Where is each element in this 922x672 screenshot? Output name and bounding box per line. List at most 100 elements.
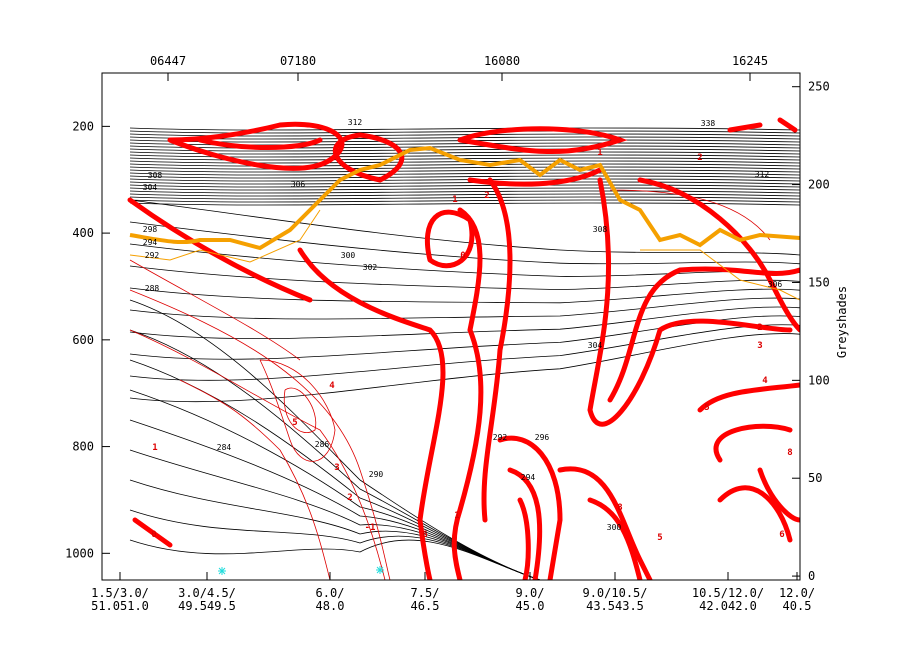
isentrope	[129, 181, 800, 185]
x-tick-label: 43.543.5	[586, 599, 644, 613]
isentrope	[129, 196, 800, 200]
isentrope-label: 298	[143, 225, 158, 234]
x-tick-label: 42.042.0	[699, 599, 757, 613]
isentrope	[129, 221, 800, 265]
isentrope-label: 290	[369, 470, 384, 479]
x-tick-label: 51.051.0	[91, 599, 149, 613]
station-markers	[218, 566, 384, 575]
station-label: 16080	[484, 54, 520, 68]
red-contour-label: 0	[460, 251, 465, 261]
isentrope	[129, 297, 800, 320]
isentrope-label: 312	[755, 170, 770, 179]
isentrope	[129, 148, 800, 152]
red-contour-label: 1	[452, 195, 457, 205]
isentrope	[129, 169, 800, 173]
isentrope	[129, 539, 541, 580]
isentrope	[129, 265, 800, 291]
red-contour-label: 5	[704, 403, 709, 413]
isentrope	[129, 202, 800, 206]
y2-axis-label: Greyshades	[835, 286, 849, 358]
isentrope	[129, 160, 800, 164]
red-contour-label: 1	[152, 443, 157, 453]
red-contour-label: 2	[484, 191, 489, 201]
isentrope	[129, 199, 800, 256]
isentrope-label: 296	[535, 433, 550, 442]
red-contour-label: 8	[787, 448, 792, 458]
isentrope	[129, 187, 800, 191]
red-contour-label: 0	[151, 530, 156, 540]
isentrope	[129, 133, 800, 137]
red-contour-label: 3	[334, 463, 339, 473]
x-tick-label: 40.5	[783, 599, 812, 613]
y2-tick-label: 250	[808, 80, 830, 94]
isentrope	[129, 306, 800, 340]
isentrope	[129, 190, 800, 194]
x-tick-label: 10.5/12.0/	[692, 586, 764, 600]
station-label: 06447	[150, 54, 186, 68]
isentrope-label: 302	[363, 263, 378, 272]
isentrope	[129, 509, 541, 580]
isentrope	[129, 184, 800, 188]
red-contour-label: 2	[347, 493, 352, 503]
isentrope	[129, 145, 800, 149]
red-contour-label: -1	[365, 523, 376, 533]
tropopause-thin	[129, 209, 800, 301]
isentrope-label: 288	[145, 284, 160, 293]
thin-red-contours	[129, 189, 771, 580]
isentrope	[129, 172, 800, 176]
x-tick-label: 12.0/	[779, 586, 815, 600]
x-tick-label: 48.0	[316, 599, 345, 613]
red-contour-label: 1	[597, 148, 602, 158]
y2-tick-label: 50	[808, 471, 822, 485]
isentropes	[129, 127, 800, 580]
station-label: 07180	[280, 54, 316, 68]
isentrope	[129, 287, 800, 304]
isentrope-label: 304	[143, 183, 158, 192]
x-tick-label: 49.549.5	[178, 599, 236, 613]
isentrope-label: 304	[588, 341, 603, 350]
isentrope	[129, 315, 800, 360]
isentrope-label: 284	[217, 443, 232, 452]
isentrope	[129, 127, 800, 131]
isentrope	[129, 166, 800, 170]
y2-tick-label: 100	[808, 373, 830, 387]
x-tick-label: 3.0/4.5/	[178, 586, 236, 600]
red-contour-label: 6	[779, 530, 784, 540]
red-contour-label: 5	[657, 533, 662, 543]
y2-tick-label: 200	[808, 178, 830, 192]
red-contour-label: 4	[329, 381, 335, 391]
x-tick-label: 9.0/	[516, 586, 545, 600]
red-contour-label: 5	[292, 418, 297, 428]
red-contour-label: 8	[617, 503, 622, 513]
y-tick-label: 1000	[65, 546, 94, 560]
red-contour-label: 2	[757, 323, 762, 333]
isentrope	[129, 199, 800, 203]
tropopause-line	[129, 145, 800, 251]
isentrope	[129, 333, 800, 403]
isentrope	[129, 324, 800, 381]
isentrope-label: 300	[341, 251, 356, 260]
y2-tick-label: 0	[808, 569, 815, 583]
isentrope-label: 338	[701, 119, 716, 128]
x-tick-label: 6.0/	[316, 586, 345, 600]
isentrope-label: 300	[607, 523, 622, 532]
isentrope	[129, 142, 800, 146]
isentrope-label: 292	[493, 433, 508, 442]
isentrope	[129, 157, 800, 161]
isentrope-label: 292	[145, 251, 160, 260]
x-tick-label: 46.5	[411, 599, 440, 613]
isentrope-label: 294	[521, 473, 536, 482]
isentrope	[129, 130, 800, 134]
isentrope-label: 308	[593, 225, 608, 234]
red-contour-label: 1	[454, 511, 459, 521]
y-tick-label: 600	[72, 333, 94, 347]
isentrope	[129, 154, 800, 158]
isentrope	[129, 163, 800, 167]
x-tick-label: 7.5/	[411, 586, 440, 600]
isentrope-label: 306	[291, 180, 306, 189]
isentrope-label: 306	[768, 280, 783, 289]
y-tick-label: 200	[72, 119, 94, 133]
